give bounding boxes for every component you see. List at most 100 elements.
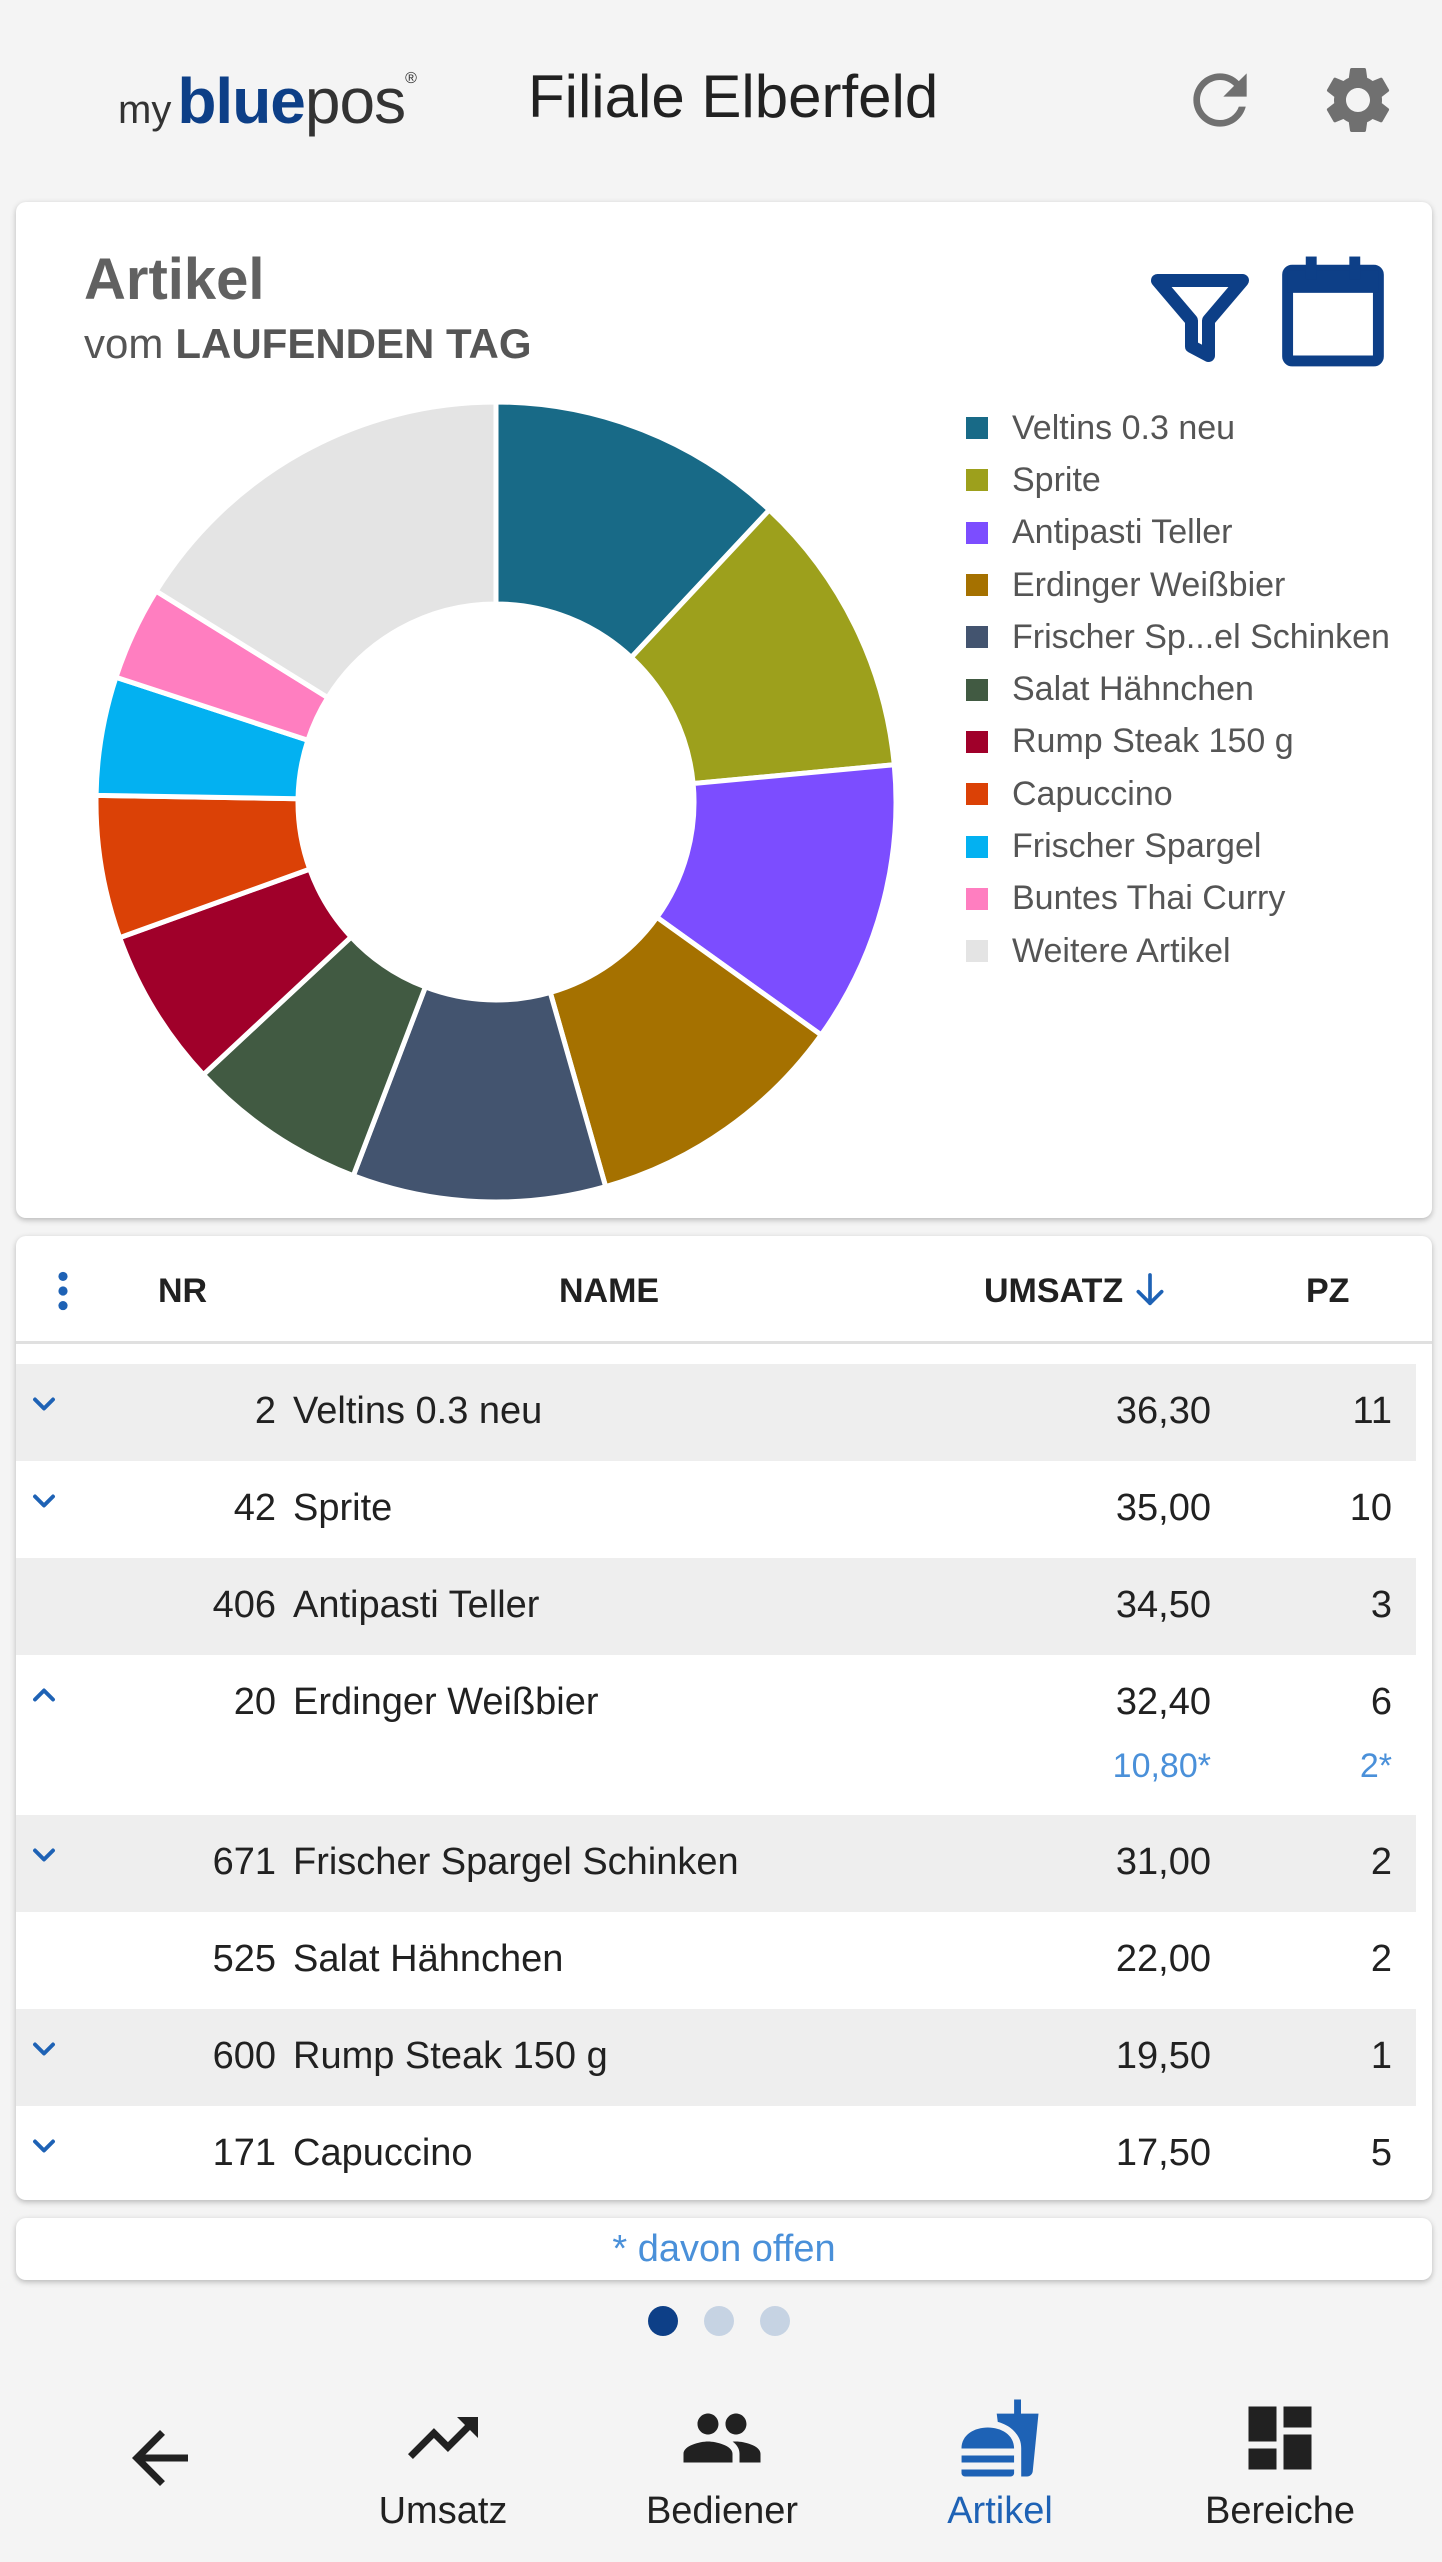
dashboard-icon (1248, 2406, 1312, 2470)
legend-swatch (966, 521, 988, 544)
cell-umsatz: 31,00 (1115, 1841, 1211, 1883)
back-button[interactable] (110, 2370, 210, 2562)
subtitle-period: LAUFENDEN TAG (175, 320, 532, 367)
cell-open-umsatz: 10,80* (1112, 1747, 1211, 1785)
legend-label: Veltins 0.3 neu (1012, 408, 1236, 447)
nav-umsatz[interactable]: Umsatz (343, 2370, 543, 2562)
table-body: 2 Veltins 0.3 neu 36,30 11 42 Sprite 35,00 10 40… (16, 1364, 1432, 2200)
cell-name: Antipasti Teller (293, 1584, 540, 1626)
page-dot[interactable] (760, 2306, 790, 2336)
legend-label: Frischer Sp...el Schinken (1012, 617, 1390, 656)
filter-icon[interactable] (1140, 258, 1260, 378)
page-dot[interactable] (648, 2306, 678, 2336)
legend-label: Buntes Thai Curry (1012, 879, 1286, 918)
legend-label: Rump Steak 150 g (1012, 722, 1294, 761)
cell-pz: 10 (1349, 1487, 1392, 1529)
nav-label-umsatz: Umsatz (378, 2490, 508, 2532)
donut-slice[interactable] (152, 399, 499, 702)
table-row[interactable]: 671 Frischer Spargel Schinken 31,00 2 (16, 1815, 1416, 1912)
donut-slice[interactable] (627, 506, 897, 787)
sort-arrow-down-icon[interactable] (1130, 1270, 1170, 1310)
donut-slice[interactable] (653, 762, 899, 1039)
legend-label: Weitere Artikel (1012, 931, 1231, 970)
nav-label-bediener: Bediener (645, 2490, 799, 2532)
cell-nr: 525 (212, 1938, 276, 1980)
table-row[interactable]: 600 Rump Steak 150 g 19,50 1 (16, 2009, 1416, 2106)
legend-label: Sprite (1012, 460, 1101, 499)
column-header-pz[interactable]: PZ (1306, 1272, 1350, 1310)
chevron-down-icon[interactable] (26, 1483, 62, 1519)
chevron-down-icon[interactable] (26, 2031, 62, 2067)
legend-item[interactable]: Frischer Sp...el Schinken (966, 611, 1426, 663)
table-row[interactable]: 171 Capuccino 17,50 5 (16, 2106, 1416, 2200)
legend-item[interactable]: Frischer Spargel (966, 820, 1426, 872)
nav-bediener[interactable]: Bediener (622, 2370, 822, 2562)
legend-swatch (966, 730, 988, 753)
legend-swatch (966, 417, 988, 440)
table-row[interactable]: 20 Erdinger Weißbier 32,40 6 10,80* 2* (16, 1655, 1416, 1815)
legend-item[interactable]: Salat Hähnchen (966, 663, 1426, 715)
chevron-down-icon[interactable] (26, 1837, 62, 1873)
logo-my: my (118, 88, 172, 132)
legend-swatch (966, 678, 988, 701)
legend-swatch (966, 835, 988, 858)
table-row[interactable]: 42 Sprite 35,00 10 (16, 1461, 1416, 1558)
cell-open-pz: 2* (1359, 1747, 1392, 1785)
nav-artikel[interactable]: Artikel (900, 2370, 1100, 2562)
mybluepos-logo: my blue pos ® (118, 64, 417, 144)
cell-pz: 1 (1370, 2035, 1392, 2077)
cell-name: Capuccino (293, 2132, 473, 2174)
cell-name: Erdinger Weißbier (293, 1681, 599, 1723)
legend-item[interactable]: Capuccino (966, 768, 1426, 820)
chevron-up-icon[interactable] (26, 1677, 62, 1713)
nav-label-artikel: Artikel (947, 2490, 1053, 2532)
donut-chart (93, 399, 899, 1205)
legend-item[interactable]: Buntes Thai Curry (966, 873, 1426, 925)
page-title: Filiale Elberfeld (528, 63, 939, 130)
cell-umsatz: 34,50 (1115, 1584, 1211, 1626)
legend-item[interactable]: Weitere Artikel (966, 925, 1426, 977)
donut-slice[interactable] (493, 399, 773, 661)
cell-umsatz: 36,30 (1115, 1390, 1211, 1432)
cell-name: Sprite (293, 1487, 393, 1529)
column-header-nr[interactable]: NR (158, 1272, 208, 1310)
calendar-icon[interactable] (1278, 252, 1388, 370)
card-subtitle: vom LAUFENDEN TAG (84, 320, 532, 368)
article-table: NR NAME UMSATZ PZ 2 Veltins 0.3 neu 36,30 1… (16, 1236, 1432, 2200)
chevron-down-icon[interactable] (26, 1386, 62, 1422)
column-menu-icon[interactable] (38, 1266, 88, 1316)
chart-card: Artikel vom LAUFENDEN TAG Veltins 0.3 neu… (16, 202, 1432, 1218)
legend-item[interactable]: Erdinger Weißbier (966, 559, 1426, 611)
page-indicator (648, 2306, 816, 2336)
page-dot[interactable] (704, 2306, 734, 2336)
legend-item[interactable]: Sprite (966, 454, 1426, 506)
legend-item[interactable]: Veltins 0.3 neu (966, 402, 1426, 454)
bottom-navigation: Umsatz Bediener Artikel Bereiche (0, 2370, 1442, 2562)
chevron-down-icon[interactable] (26, 2128, 62, 2164)
cell-pz: 3 (1370, 1584, 1392, 1626)
table-row[interactable]: 406 Antipasti Teller 34,50 3 (16, 1558, 1416, 1655)
refresh-icon[interactable] (1180, 60, 1260, 140)
legend-item[interactable]: Rump Steak 150 g (966, 716, 1426, 768)
card-title: Artikel (84, 247, 265, 312)
cell-nr: 600 (212, 2035, 276, 2077)
cell-nr: 42 (233, 1487, 276, 1529)
cell-nr: 671 (212, 1841, 276, 1883)
cell-umsatz: 17,50 (1115, 2132, 1211, 2174)
logo-blue: blue (177, 65, 306, 137)
trending-up-icon (408, 2417, 478, 2459)
legend-swatch (966, 887, 988, 910)
cell-nr: 171 (212, 2132, 276, 2174)
gear-icon[interactable] (1318, 60, 1398, 140)
table-row[interactable]: 2 Veltins 0.3 neu 36,30 11 (16, 1364, 1416, 1461)
column-header-name[interactable]: NAME (559, 1272, 660, 1310)
table-row[interactable]: 525 Salat Hähnchen 22,00 2 (16, 1912, 1416, 2009)
chart-legend: Veltins 0.3 neu Sprite Antipasti Teller Erd… (966, 402, 1426, 977)
nav-bereiche[interactable]: Bereiche (1180, 2370, 1380, 2562)
table-header: NR NAME UMSATZ PZ (16, 1236, 1432, 1344)
donut-slice[interactable] (350, 983, 609, 1205)
legend-label: Capuccino (1012, 774, 1173, 813)
donut-slice[interactable] (547, 913, 825, 1190)
legend-item[interactable]: Antipasti Teller (966, 507, 1426, 559)
column-header-umsatz[interactable]: UMSATZ (984, 1272, 1124, 1310)
